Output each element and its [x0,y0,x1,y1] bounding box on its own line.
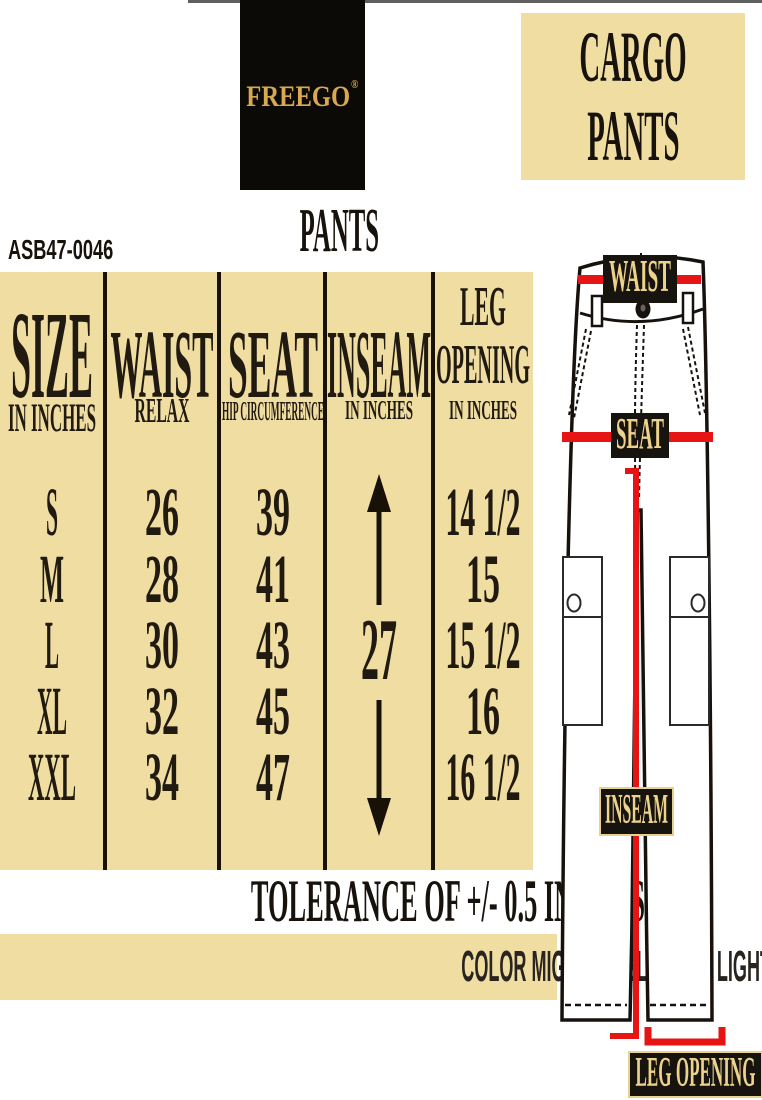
diagram-labels: WAIST SEAT INSEAM LEG OPENING [599,250,762,1098]
cell-seat: 45 [256,673,290,749]
inseam-measure-line [610,468,639,1039]
col-subheader-waist: RELAX [135,391,190,430]
pants-heading: PANTS [299,197,380,265]
col-header-inseam: INSEAM [327,311,431,419]
seat-label-box [611,413,669,458]
col-header-size: SIZE [11,287,93,425]
cell-size: M [40,541,64,617]
arrow-up-icon [367,474,391,512]
col-subheader-seat: HIP CIRCUMFERENCE [222,396,324,426]
table-row-xxl: XXL 34 47 16 1/2 [28,739,521,815]
cell-size: XL [37,673,67,749]
cell-waist: 30 [145,607,179,683]
cell-size: XXL [28,739,76,815]
cell-seat: 41 [256,541,290,617]
table-row-l: L 30 43 15 1/2 [45,607,521,683]
registered-trademark: ® [351,76,359,91]
cell-leg-opening: 14 1/2 [446,474,521,550]
cell-leg-opening: 16 1/2 [446,739,521,815]
leg-opening-label: LEG OPENING [636,1050,756,1096]
leg-opening-label-box [628,1051,762,1098]
brand-logo-text: FREEGO [246,79,351,113]
style-code: ASB47-0046 [8,234,114,265]
arrow-down-icon [367,798,391,836]
waist-label-box [603,255,677,303]
column-dividers [103,272,435,870]
seat-label: SEAT [616,409,664,458]
cell-waist: 26 [145,474,179,550]
table-header: SIZE IN INCHES WAIST RELAX SEAT HIP CIRC… [8,276,530,440]
inseam-label-box [599,787,674,836]
color-disclaimer: COLOR MIGHT BE SLIGHTLY LIGHTER/DARKER D… [0,934,762,1000]
brand-logo-box: FREEGO® [240,0,365,190]
cell-waist: 34 [145,739,179,815]
col-subheader-leg: IN INCHES [449,395,517,425]
table-row-s: S 26 39 14 1/2 [46,474,521,550]
brand-logo: FREEGO® [246,77,358,114]
table-background [0,272,533,870]
tolerance-note: TOLERANCE OF +/- 0.5 INCHES [250,868,646,934]
col-header-opening: OPENING [436,334,530,396]
cell-size: L [45,607,59,683]
belt-loops [590,291,695,328]
col-header-waist: WAIST [111,311,214,419]
cell-waist: 32 [145,673,179,749]
cell-leg-opening: 15 [466,541,500,617]
cell-leg-opening: 15 1/2 [446,607,521,683]
cell-size: S [46,474,58,550]
cargo-pockets [562,556,710,726]
waist-button-center [640,304,646,312]
inseam-value: 27 [361,602,397,699]
top-scan-line [188,0,762,3]
table-rows: S 26 39 14 1/2 M 28 41 15 L 30 43 15 1/2… [28,474,521,815]
cell-waist: 28 [145,541,179,617]
cargo-pants-title-box: CARGO PANTS [521,13,745,180]
title-line-1: CARGO [579,16,687,97]
col-header-seat: SEAT [228,311,318,419]
cell-leg-opening: 16 [466,673,500,749]
inseam-range-arrow [367,474,391,836]
col-subheader-inseam: IN INCHES [345,395,413,425]
table-row-m: M 28 41 15 [40,541,500,617]
col-subheader-size: IN INCHES [8,395,96,440]
cell-seat: 47 [256,739,290,815]
title-line-2: PANTS [586,95,680,176]
inseam-label: INSEAM [605,787,668,833]
leg-opening-measure-bracket [644,1027,726,1046]
waist-label: WAIST [609,250,671,301]
col-header-leg: LEG [460,276,506,338]
cell-seat: 39 [256,474,290,550]
pants-measurement-diagram: WAIST SEAT INSEAM LEG OPENING [560,250,762,1098]
cell-seat: 43 [256,607,290,683]
table-row-xl: XL 32 45 16 [37,673,500,749]
size-table: SIZE IN INCHES WAIST RELAX SEAT HIP CIRC… [0,272,533,870]
